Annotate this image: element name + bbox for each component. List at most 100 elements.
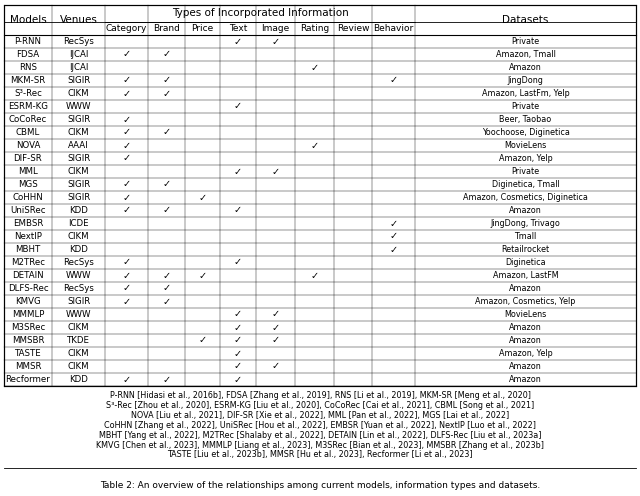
Text: ✓: ✓ <box>122 284 131 294</box>
Text: IJCAI: IJCAI <box>69 63 88 72</box>
Text: Private: Private <box>511 167 540 176</box>
Text: Venues: Venues <box>60 15 97 25</box>
Text: ✓: ✓ <box>163 284 171 294</box>
Text: KDD: KDD <box>69 375 88 384</box>
Text: RecSys: RecSys <box>63 37 94 46</box>
Text: ✓: ✓ <box>122 257 131 267</box>
Text: UniSRec: UniSRec <box>10 206 45 215</box>
Text: CIKM: CIKM <box>68 89 90 98</box>
Text: ✓: ✓ <box>122 127 131 137</box>
Text: EMBSR: EMBSR <box>13 219 43 228</box>
Text: Amazon, Yelp: Amazon, Yelp <box>499 349 552 358</box>
Text: ✓: ✓ <box>163 127 171 137</box>
Text: MBHT [Yang et al., 2022], M2TRec [Shalaby et al., 2022], DETAIN [Lin et al., 202: MBHT [Yang et al., 2022], M2TRec [Shalab… <box>99 431 541 439</box>
Text: ✓: ✓ <box>389 245 397 254</box>
Text: ✓: ✓ <box>234 374 242 384</box>
Text: MovieLens: MovieLens <box>504 141 547 150</box>
Text: ✓: ✓ <box>122 75 131 85</box>
Text: ✓: ✓ <box>122 50 131 60</box>
Text: MML: MML <box>18 167 38 176</box>
Text: Amazon: Amazon <box>509 375 542 384</box>
Text: ESRM-KG: ESRM-KG <box>8 102 48 111</box>
Text: TASTE [Liu et al., 2023b], MMSR [Hu et al., 2023], Recformer [Li et al., 2023]: TASTE [Liu et al., 2023b], MMSR [Hu et a… <box>167 450 473 459</box>
Text: ✓: ✓ <box>122 270 131 281</box>
Text: Brand: Brand <box>153 24 180 33</box>
Text: WWW: WWW <box>66 310 92 319</box>
Text: Amazon: Amazon <box>509 63 542 72</box>
Text: MGS: MGS <box>18 180 38 189</box>
Text: Behavior: Behavior <box>373 24 413 33</box>
Text: ✓: ✓ <box>389 232 397 242</box>
Text: ✓: ✓ <box>271 310 280 319</box>
Text: DETAIN: DETAIN <box>12 271 44 280</box>
Text: SIGIR: SIGIR <box>67 180 90 189</box>
Text: Amazon: Amazon <box>509 336 542 345</box>
Text: CoCoRec: CoCoRec <box>9 115 47 124</box>
Text: ✓: ✓ <box>122 180 131 189</box>
Text: Amazon, Cosmetics, Diginetica: Amazon, Cosmetics, Diginetica <box>463 193 588 202</box>
Text: ✓: ✓ <box>198 335 207 346</box>
Text: Tmall: Tmall <box>515 232 536 241</box>
Text: CIKM: CIKM <box>68 349 90 358</box>
Text: ✓: ✓ <box>271 37 280 47</box>
Text: RNS: RNS <box>19 63 37 72</box>
Text: AAAI: AAAI <box>68 141 89 150</box>
Text: SIGIR: SIGIR <box>67 115 90 124</box>
Text: Amazon, Cosmetics, Yelp: Amazon, Cosmetics, Yelp <box>476 297 576 306</box>
Text: ✓: ✓ <box>163 205 171 215</box>
Text: Types of Incorporated Information: Types of Incorporated Information <box>172 8 348 18</box>
Text: ✓: ✓ <box>122 140 131 150</box>
Text: ✓: ✓ <box>234 37 242 47</box>
Text: CIKM: CIKM <box>68 323 90 332</box>
Text: Amazon, Tmall: Amazon, Tmall <box>495 50 556 59</box>
Text: MKM-SR: MKM-SR <box>10 76 45 85</box>
Text: ✓: ✓ <box>234 167 242 177</box>
Text: ✓: ✓ <box>234 310 242 319</box>
Text: Category: Category <box>106 24 147 33</box>
Text: S³-Rec: S³-Rec <box>14 89 42 98</box>
Text: ✓: ✓ <box>163 180 171 189</box>
Text: ✓: ✓ <box>234 349 242 359</box>
Text: ✓: ✓ <box>163 374 171 384</box>
Text: ✓: ✓ <box>198 192 207 202</box>
Text: JingDong: JingDong <box>508 76 543 85</box>
Text: Diginetica: Diginetica <box>505 258 546 267</box>
Text: NOVA [Liu et al., 2021], DIF-SR [Xie et al., 2022], MML [Pan et al., 2022], MGS : NOVA [Liu et al., 2021], DIF-SR [Xie et … <box>131 411 509 420</box>
Text: Yoochoose, Diginetica: Yoochoose, Diginetica <box>481 128 570 137</box>
Text: TKDE: TKDE <box>67 336 90 345</box>
Text: ✓: ✓ <box>163 270 171 281</box>
Text: Recformer: Recformer <box>6 375 51 384</box>
Text: JingDong, Trivago: JingDong, Trivago <box>491 219 561 228</box>
Text: Amazon: Amazon <box>509 206 542 215</box>
Text: Price: Price <box>191 24 214 33</box>
Text: ✓: ✓ <box>198 270 207 281</box>
Text: Table 2: An overview of the relationships among current models, information type: Table 2: An overview of the relationship… <box>100 481 540 490</box>
Text: ✓: ✓ <box>234 257 242 267</box>
Text: Retailrocket: Retailrocket <box>501 245 550 254</box>
Text: ✓: ✓ <box>122 88 131 99</box>
Text: Private: Private <box>511 102 540 111</box>
Text: Review: Review <box>337 24 369 33</box>
Text: P-RNN: P-RNN <box>15 37 42 46</box>
Text: CIKM: CIKM <box>68 167 90 176</box>
Text: P-RNN [Hidasi et al., 2016b], FDSA [Zhang et al., 2019], RNS [Li et al., 2019], : P-RNN [Hidasi et al., 2016b], FDSA [Zhan… <box>109 391 531 400</box>
Text: WWW: WWW <box>66 271 92 280</box>
Text: ✓: ✓ <box>163 50 171 60</box>
Text: ✓: ✓ <box>234 335 242 346</box>
Text: ✓: ✓ <box>271 362 280 372</box>
Text: MovieLens: MovieLens <box>504 310 547 319</box>
Text: ✓: ✓ <box>271 167 280 177</box>
Text: MMSBR: MMSBR <box>12 336 44 345</box>
Text: ✓: ✓ <box>271 335 280 346</box>
Text: DLFS-Rec: DLFS-Rec <box>8 284 48 293</box>
Text: Amazon, LastFm, Yelp: Amazon, LastFm, Yelp <box>482 89 570 98</box>
Text: KDD: KDD <box>69 245 88 254</box>
Text: Private: Private <box>511 37 540 46</box>
Text: ✓: ✓ <box>234 362 242 372</box>
Text: ✓: ✓ <box>389 75 397 85</box>
Text: Diginetica, Tmall: Diginetica, Tmall <box>492 180 559 189</box>
Text: ✓: ✓ <box>310 140 319 150</box>
Text: Amazon, LastFM: Amazon, LastFM <box>493 271 558 280</box>
Text: SIGIR: SIGIR <box>67 297 90 306</box>
Text: ✓: ✓ <box>310 270 319 281</box>
